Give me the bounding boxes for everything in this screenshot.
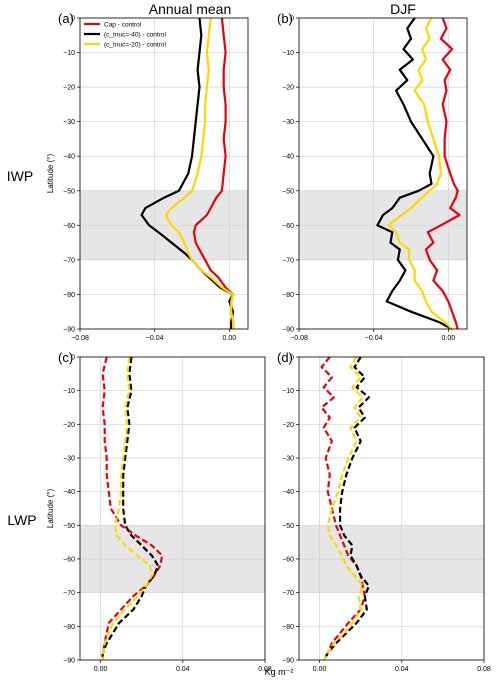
x-tick-label: 0.08 — [258, 666, 272, 673]
y-tick-label: −20 — [63, 85, 75, 92]
panel-d: 0 −10 −20 −30 −40 −50 −60 −70 −80 −90 0.00 0.04 0.08… — [277, 350, 491, 673]
series-line — [322, 356, 364, 661]
axes-frame — [79, 17, 249, 330]
y-tick-label: −60 — [282, 557, 294, 564]
y-tick-label: −90 — [63, 658, 75, 665]
y-tick-label: −30 — [282, 456, 294, 463]
legend-entry: Cap - control — [104, 22, 142, 29]
series-line — [101, 356, 153, 660]
panel-label: (d) — [277, 350, 293, 365]
y-tick-label: −40 — [63, 489, 75, 496]
y-tick-label: −30 — [282, 119, 294, 126]
legend-entry: (c_tnuc=-40) - control — [104, 32, 167, 39]
y-tick-label: −60 — [282, 223, 294, 230]
y-tick-label: −70 — [282, 257, 294, 264]
y-tick-label: −10 — [282, 388, 294, 395]
series-line — [322, 356, 370, 661]
y-tick-label: −10 — [63, 388, 75, 395]
legend: Cap - control (c_tnuc=-40) - control (c_tn… — [84, 22, 167, 49]
column-title-djf: DJF — [390, 1, 416, 17]
y-tick-label: −60 — [63, 557, 75, 564]
y-tick-label: −40 — [63, 154, 75, 161]
x-tick-label: 0.00 — [313, 666, 327, 673]
y-tick-label: −80 — [63, 624, 75, 631]
y-tick-label: −40 — [282, 154, 294, 161]
y-tick-label: −50 — [63, 188, 75, 195]
y-tick-label: −20 — [282, 422, 294, 429]
y-tick-label: −60 — [63, 223, 75, 230]
y-tick-label: −80 — [63, 292, 75, 299]
x-tick-label: −0.08 — [290, 335, 308, 342]
y-tick-label: 0 — [71, 16, 75, 23]
series-line — [164, 17, 235, 329]
x-tick-label: −0.04 — [146, 335, 164, 342]
panel-b: 0 −10 −20 −30 −40 −50 −60 −70 −80 −90−0.08 −0.04 0.… — [277, 11, 468, 342]
axes-frame — [298, 356, 485, 661]
x-tick-label: 0.00 — [94, 666, 108, 673]
y-tick-label: −20 — [63, 422, 75, 429]
series-line — [387, 17, 453, 330]
panels-group: 0−10−20−30−40−50−60−70−80−90−0.08 −0.04 0.… — [46, 11, 491, 673]
x-tick-label: −0.04 — [365, 335, 383, 342]
x-tick-label: 0.00 — [223, 335, 237, 342]
row-label-iwp: IWP — [7, 168, 33, 184]
y-tick-label: −50 — [63, 523, 75, 530]
y-tick-label: 0 — [71, 355, 75, 362]
y-tick-label: −10 — [63, 50, 75, 57]
panel-label: (c) — [58, 350, 73, 365]
axes-frame — [79, 356, 266, 661]
y-tick-label: −70 — [63, 590, 75, 597]
y-tick-label: −80 — [282, 624, 294, 631]
y-tick-label: −10 — [282, 50, 294, 57]
column-title-annual-mean: Annual mean — [149, 1, 232, 17]
x-tick-label: −0.08 — [71, 335, 89, 342]
y-tick-label: −30 — [63, 456, 75, 463]
y-axis-label: Latitude (°) — [46, 489, 55, 529]
y-tick-label: −70 — [282, 590, 294, 597]
panel-a: 0 −10 −20 −30 −40 −50 −60 −70 −80 −90−0.08 −0.04 0.… — [46, 11, 249, 342]
y-tick-label: −50 — [282, 523, 294, 530]
y-tick-label: 0 — [290, 355, 294, 362]
y-tick-label: −90 — [282, 327, 294, 334]
panel-label: (a) — [58, 11, 74, 26]
series-line — [101, 356, 160, 660]
y-tick-label: −80 — [282, 292, 294, 299]
shared-xlabel: Kg m⁻² — [265, 667, 294, 677]
series-line — [101, 356, 164, 660]
legend-entry: (c_tnuc=-20) - control — [104, 42, 167, 49]
y-tick-label: −90 — [282, 658, 294, 665]
y-tick-label: −20 — [282, 85, 294, 92]
y-axis-label: Latitude (°) — [46, 154, 55, 194]
y-tick-label: −50 — [282, 188, 294, 195]
y-tick-label: −90 — [63, 327, 75, 334]
series-line — [140, 17, 235, 329]
panel-c: 0 −10 −20 −30 −40 −50 −60 −70 −80 −90 0.00 0.04 0.08… — [46, 350, 272, 673]
row-label-lwp: LWP — [7, 512, 36, 528]
x-tick-label: 0.04 — [176, 666, 190, 673]
x-tick-label: 0.04 — [395, 666, 409, 673]
panel-label: (b) — [277, 11, 293, 26]
y-tick-label: −70 — [63, 257, 75, 264]
series-line — [320, 356, 366, 661]
axes-frame — [298, 17, 468, 330]
y-tick-label: −30 — [63, 119, 75, 126]
series-line — [376, 17, 453, 330]
x-tick-label: 0.00 — [442, 335, 456, 342]
y-tick-label: 0 — [290, 16, 294, 23]
x-tick-label: 0.08 — [477, 666, 491, 673]
y-tick-label: −40 — [282, 489, 294, 496]
series-line — [424, 17, 461, 330]
